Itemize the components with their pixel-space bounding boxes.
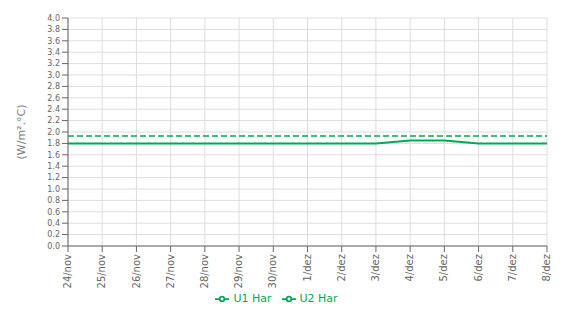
svg-text:1.4: 1.4 [47, 162, 60, 171]
html-text:U1 Har: U1 Har [233, 292, 272, 305]
svg-text:2.4: 2.4 [47, 105, 60, 114]
svg-text:6/dez: 6/dez [473, 254, 484, 281]
svg-text:0.2: 0.2 [47, 230, 60, 239]
svg-text:1.8: 1.8 [47, 139, 60, 148]
svg-text:0.6: 0.6 [47, 208, 60, 217]
svg-text:3.2: 3.2 [47, 59, 60, 68]
svg-text:2.0: 2.0 [47, 128, 60, 137]
svg-text:2.6: 2.6 [47, 94, 60, 103]
svg-text:30/nov: 30/nov [267, 254, 278, 289]
svg-text:29/nov: 29/nov [233, 254, 244, 289]
svg-text:24/nov: 24/nov [62, 254, 73, 289]
svg-text:3.4: 3.4 [47, 48, 60, 57]
svg-text:3.0: 3.0 [47, 71, 60, 80]
svg-text:(W/m².°C): (W/m².°C) [15, 105, 28, 160]
svg-text:2.2: 2.2 [47, 116, 60, 125]
svg-text:2/dez: 2/dez [336, 254, 347, 281]
svg-text:25/nov: 25/nov [96, 254, 107, 289]
svg-text:3.6: 3.6 [47, 37, 60, 46]
svg-text:1.2: 1.2 [47, 173, 60, 182]
svg-text:0.0: 0.0 [47, 242, 60, 251]
svg-text:5/dez: 5/dez [438, 254, 449, 281]
svg-text:4.0: 4.0 [47, 14, 60, 23]
html-text:U2 Har: U2 Har [299, 292, 338, 305]
svg-text:7/dez: 7/dez [507, 254, 518, 281]
svg-text:1.6: 1.6 [47, 151, 60, 160]
svg-text:28/nov: 28/nov [199, 254, 210, 289]
svg-text:8/dez: 8/dez [541, 254, 552, 281]
svg-text:2.8: 2.8 [47, 82, 60, 91]
svg-text:26/nov: 26/nov [131, 254, 142, 289]
svg-text:1/dez: 1/dez [302, 254, 313, 281]
svg-text:4/dez: 4/dez [404, 254, 415, 281]
svg-text:3.8: 3.8 [47, 25, 60, 34]
svg-text:1.0: 1.0 [47, 185, 60, 194]
svg-text:0.8: 0.8 [47, 196, 60, 205]
svg-text:27/nov: 27/nov [165, 254, 176, 289]
svg-text:3/dez: 3/dez [370, 254, 381, 281]
svg-text:0.4: 0.4 [47, 219, 60, 228]
